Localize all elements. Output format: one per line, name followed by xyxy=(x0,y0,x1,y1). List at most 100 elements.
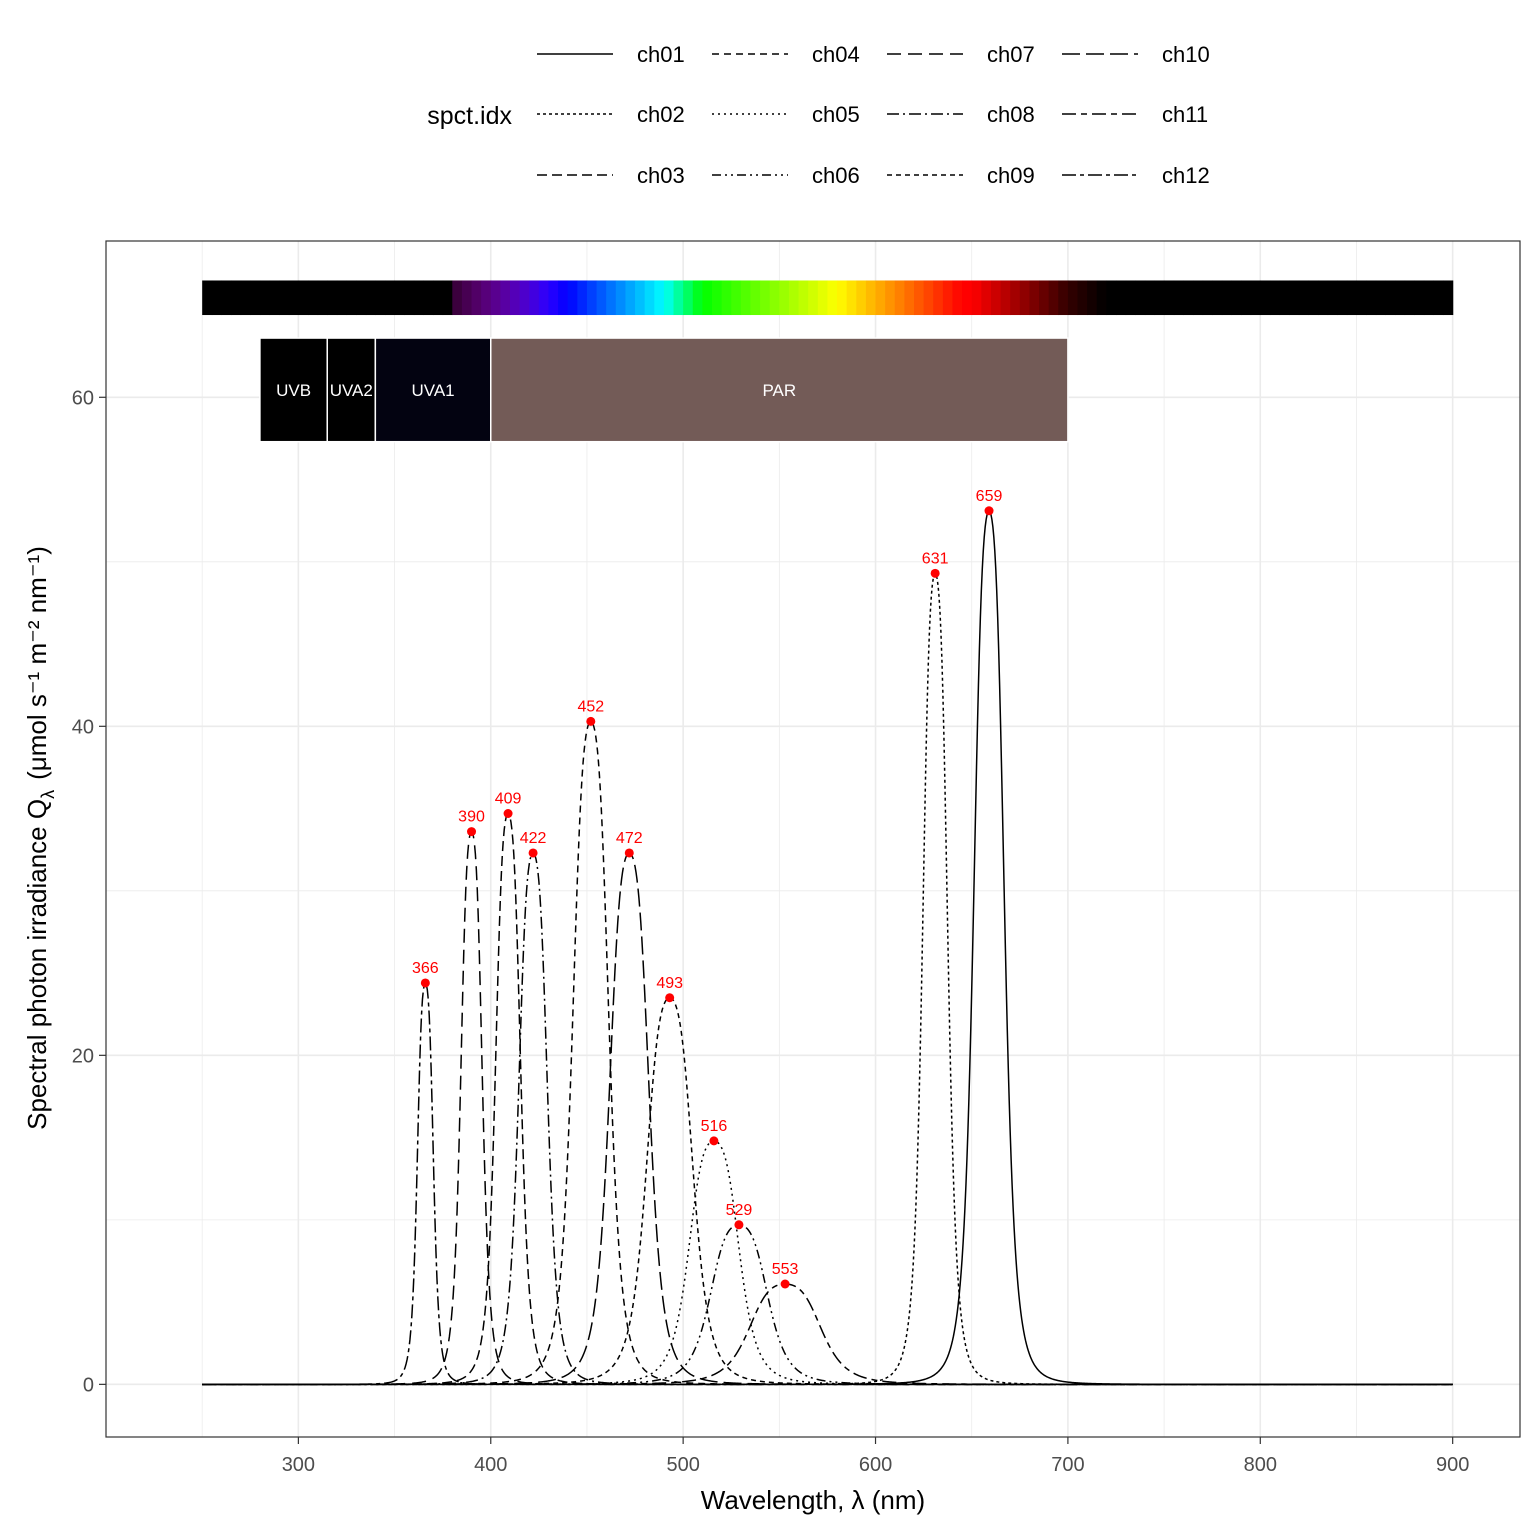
spectrum-segment xyxy=(558,280,569,316)
y-tick-label: 60 xyxy=(72,387,94,409)
spectrum-segment xyxy=(721,280,732,316)
spectrum-segment xyxy=(404,280,415,316)
spectrum-segment xyxy=(548,280,559,316)
spectrum-segment xyxy=(817,280,829,316)
peak-point xyxy=(930,568,940,578)
x-tick-label: 300 xyxy=(282,1454,315,1476)
spectrum-segment xyxy=(942,280,954,316)
x-tick-label: 500 xyxy=(666,1454,699,1476)
spectrum-segment xyxy=(279,280,290,316)
spectrum-segment xyxy=(365,280,376,316)
legend-label: ch07 xyxy=(987,42,1035,67)
spectrum-segment xyxy=(1241,280,1252,316)
spectrum-segment xyxy=(654,280,665,316)
spectrum-segment xyxy=(1096,280,1107,316)
spectrum-segment xyxy=(1164,280,1175,316)
peak-point xyxy=(709,1136,719,1146)
spectrum-segment xyxy=(346,280,357,316)
peak-label: 366 xyxy=(412,960,439,977)
legend-label: ch11 xyxy=(1162,102,1208,127)
spectrum-segment xyxy=(673,280,684,316)
spectrum-segment xyxy=(1019,280,1031,316)
peak-point xyxy=(586,716,596,726)
spectrum-segment xyxy=(1202,280,1213,316)
spectrum-segment xyxy=(1394,280,1406,316)
peak-label: 452 xyxy=(577,698,604,715)
legend-label: ch06 xyxy=(812,163,860,188)
spectrum-segment xyxy=(288,280,299,316)
legend-label: ch05 xyxy=(812,102,860,127)
spectrum-segment xyxy=(577,280,588,316)
peak-point xyxy=(734,1220,744,1230)
y-axis-title: Spectral photon irradiance Qλ (μmol s⁻¹ m… xyxy=(22,546,58,1130)
spectrum-segment xyxy=(712,280,723,316)
spectrum-segment xyxy=(471,280,482,316)
spectrum-segment xyxy=(1067,280,1079,316)
spectrum-segment xyxy=(1289,280,1300,316)
series-line-ch12 xyxy=(202,981,1453,1386)
spectrum-segment xyxy=(1183,280,1194,316)
spectrum-segment xyxy=(1327,280,1338,316)
spectrum-segment xyxy=(779,280,790,316)
spectrum-segment xyxy=(606,280,617,316)
spectrum-segment xyxy=(865,280,877,316)
spectrum-segment xyxy=(327,280,338,316)
spectrum-segment xyxy=(827,280,838,316)
peak-label: 516 xyxy=(701,1118,728,1135)
spectrum-segment xyxy=(1116,280,1127,316)
spectrum-segment xyxy=(769,280,780,316)
spectrum-segment xyxy=(211,280,223,316)
spectrum-segment xyxy=(1366,280,1377,316)
spectrum-segment xyxy=(1404,280,1415,316)
spectrum-segment xyxy=(461,280,473,316)
spectrum-segment xyxy=(933,280,944,316)
spectrum-segment xyxy=(846,280,857,316)
legend-label: ch12 xyxy=(1162,163,1210,188)
spectrum-segment xyxy=(885,280,896,316)
x-tick-label: 400 xyxy=(474,1454,507,1476)
spectrum-segment xyxy=(1135,280,1146,316)
spectrum-segment xyxy=(538,280,550,316)
legend-label: ch10 xyxy=(1162,42,1210,67)
spectrum-segment xyxy=(452,280,463,316)
legend-label: ch04 xyxy=(812,42,860,67)
spectrum-segment xyxy=(837,280,848,316)
spectrum-segment xyxy=(1356,280,1367,316)
peak-label: 631 xyxy=(922,550,949,567)
spectrum-segment xyxy=(442,280,453,316)
spectrum-segment xyxy=(1385,280,1396,316)
spectrum-segment xyxy=(1433,280,1444,316)
spectrum-segment xyxy=(1192,280,1204,316)
spectrum-segment xyxy=(760,280,771,316)
spectrum-segment xyxy=(1308,280,1319,316)
legend-label: ch08 xyxy=(987,102,1035,127)
spectrum-segment xyxy=(510,280,521,316)
spectrum-segment xyxy=(1337,280,1348,316)
spectrum-segment xyxy=(1443,280,1454,316)
spectrum-segment xyxy=(1144,280,1156,316)
spectrum-segment xyxy=(875,280,886,316)
spectrum-segment xyxy=(586,280,598,316)
peak-label: 409 xyxy=(495,791,522,808)
peak-point xyxy=(420,978,430,988)
spectrum-segment xyxy=(567,280,578,316)
peak-point xyxy=(467,827,477,837)
spectrum-segment xyxy=(788,280,800,316)
x-tick-label: 900 xyxy=(1436,1454,1469,1476)
legend-label: ch09 xyxy=(987,163,1035,188)
spectrum-segment xyxy=(894,280,905,316)
waveband-par xyxy=(490,337,1069,443)
y-tick-label: 0 xyxy=(83,1374,94,1396)
peak-label: 553 xyxy=(772,1261,799,1278)
peak-label: 659 xyxy=(976,488,1003,505)
spectrum-segment xyxy=(904,280,915,316)
peak-point xyxy=(780,1279,790,1289)
peak-label: 529 xyxy=(726,1202,753,1219)
spectrum-segment xyxy=(981,280,992,316)
waveband-label: UVB xyxy=(276,381,311,400)
peak-label: 390 xyxy=(458,809,485,826)
spectrum-segment xyxy=(683,280,694,316)
spectrum-segment xyxy=(990,280,1002,316)
spectrum-segment xyxy=(1231,280,1242,316)
spectrum-segment xyxy=(914,280,925,316)
